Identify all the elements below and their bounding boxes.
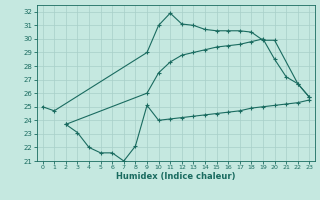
X-axis label: Humidex (Indice chaleur): Humidex (Indice chaleur) xyxy=(116,172,236,181)
